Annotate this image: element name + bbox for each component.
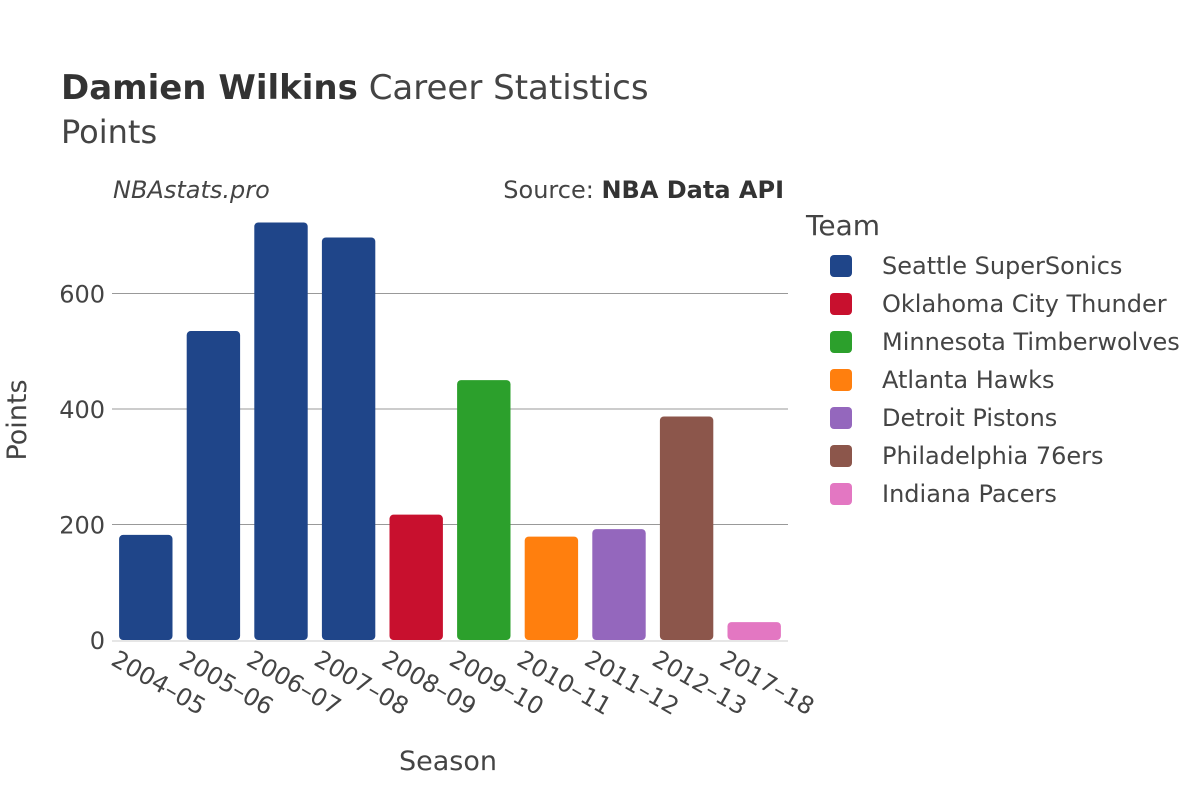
legend-label: Philadelphia 76ers xyxy=(882,442,1104,470)
bars xyxy=(119,222,781,641)
y-axis-label: Points xyxy=(2,379,33,460)
legend-label: Indiana Pacers xyxy=(882,480,1057,508)
title-suffix: Career Statistics xyxy=(368,68,649,108)
legend-item[interactable]: Indiana Pacers xyxy=(806,476,1057,514)
legend-swatch xyxy=(830,369,852,391)
legend-item[interactable]: Philadelphia 76ers xyxy=(806,438,1104,476)
bar-2008–09[interactable] xyxy=(389,514,443,640)
legend-items: Seattle SuperSonics Oklahoma City Thunder… xyxy=(806,248,1180,514)
bar-2004–05[interactable] xyxy=(119,534,173,640)
bar-2010–11[interactable] xyxy=(524,536,579,640)
legend: Team Seattle SuperSonics Oklahoma City Th… xyxy=(806,208,1180,514)
legend-item[interactable]: Detroit Pistons xyxy=(806,400,1057,438)
x-tick-labels: 2004–052005–062006–072007–082008–092009–… xyxy=(107,645,819,721)
y-tick-label: 0 xyxy=(90,627,105,655)
chart-title: Damien Wilkins Career Statistics xyxy=(61,66,649,110)
legend-item[interactable]: Seattle SuperSonics xyxy=(806,248,1122,286)
player-name: Damien Wilkins xyxy=(61,68,358,108)
y-tick-label: 400 xyxy=(59,396,105,424)
y-tick-label: 200 xyxy=(59,512,105,540)
source-name: NBA Data API xyxy=(601,176,784,204)
watermark: NBAstats.pro xyxy=(113,176,270,204)
bar-2007–08[interactable] xyxy=(321,237,376,641)
x-axis-label: Season xyxy=(399,746,497,777)
bar-2006–07[interactable] xyxy=(254,222,308,640)
bar-2005–06[interactable] xyxy=(186,331,241,640)
legend-swatch xyxy=(830,255,852,277)
legend-title: Team xyxy=(806,209,881,242)
y-tick-labels: 0 200 400 600 xyxy=(59,281,105,656)
bar-2017–18[interactable] xyxy=(727,622,781,640)
legend-label: Seattle SuperSonics xyxy=(882,252,1123,280)
bar-2009–10[interactable] xyxy=(457,380,511,640)
legend-swatch xyxy=(830,445,852,467)
bar-2012–13[interactable] xyxy=(659,416,714,640)
legend-swatch xyxy=(830,407,852,429)
legend-swatch xyxy=(830,331,852,353)
legend-label: Oklahoma City Thunder xyxy=(882,290,1167,318)
legend-item[interactable]: Oklahoma City Thunder xyxy=(806,286,1167,324)
legend-label: Detroit Pistons xyxy=(882,404,1058,432)
legend-swatch xyxy=(830,483,852,505)
bar-2011–12[interactable] xyxy=(592,529,646,640)
legend-item[interactable]: Minnesota Timberwolves xyxy=(806,324,1180,362)
legend-item[interactable]: Atlanta Hawks xyxy=(806,362,1055,400)
y-tick-label: 600 xyxy=(59,281,105,309)
source-prefix: Source: xyxy=(503,176,602,204)
source-credit: Source: NBA Data API xyxy=(503,176,784,204)
legend-label: Minnesota Timberwolves xyxy=(882,328,1180,356)
chart-subtitle: Points xyxy=(61,113,158,151)
legend-swatch xyxy=(830,293,852,315)
legend-label: Atlanta Hawks xyxy=(882,366,1055,394)
